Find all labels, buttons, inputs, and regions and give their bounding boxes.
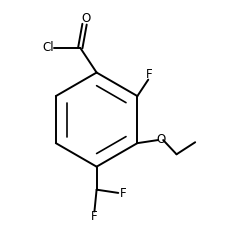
Text: O: O: [82, 12, 91, 25]
Text: F: F: [146, 68, 153, 81]
Text: F: F: [120, 187, 126, 200]
Text: F: F: [91, 210, 97, 223]
Text: Cl: Cl: [43, 41, 54, 54]
Text: O: O: [157, 133, 166, 146]
